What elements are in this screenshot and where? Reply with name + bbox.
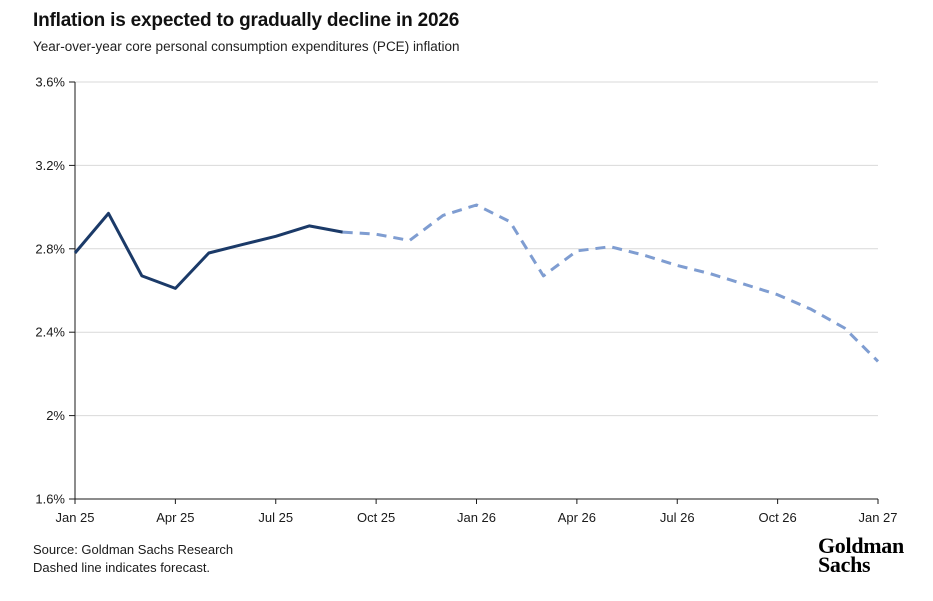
chart-subtitle: Year-over-year core personal consumption… xyxy=(33,39,460,54)
actual-line xyxy=(73,211,343,290)
logo-line-2: Sachs xyxy=(818,552,871,578)
x-axis-tick-label: Jan 26 xyxy=(457,510,496,525)
forecast-note: Dashed line indicates forecast. xyxy=(33,560,211,575)
y-axis-tick-label: 3.6% xyxy=(35,75,65,90)
x-axis-tick-label: Jul 26 xyxy=(660,510,695,525)
y-axis-tick-label: 2% xyxy=(46,408,65,423)
x-axis-tick-label: Apr 26 xyxy=(558,510,596,525)
x-axis-tick-label: Jan 25 xyxy=(55,510,94,525)
y-axis-tick-label: 2.4% xyxy=(35,325,65,340)
x-axis-tick-label: Jan 27 xyxy=(858,510,897,525)
logo-line-1: Goldman xyxy=(818,533,904,558)
y-axis-tick-label: 2.8% xyxy=(35,241,65,256)
y-axis-tick-label: 1.6% xyxy=(35,492,65,507)
forecast-line xyxy=(342,203,880,363)
chart-title: Inflation is expected to gradually decli… xyxy=(33,10,460,31)
x-axis-tick-label: Oct 26 xyxy=(758,510,796,525)
x-axis-tick-label: Jul 25 xyxy=(258,510,293,525)
goldman-sachs-logo: Goldman Sachs xyxy=(818,533,904,578)
source-note: Source: Goldman Sachs Research xyxy=(33,542,234,557)
x-axis-tick-label: Apr 25 xyxy=(156,510,194,525)
y-axis-tick-label: 3.2% xyxy=(35,158,65,173)
x-axis-tick-label: Oct 25 xyxy=(357,510,395,525)
